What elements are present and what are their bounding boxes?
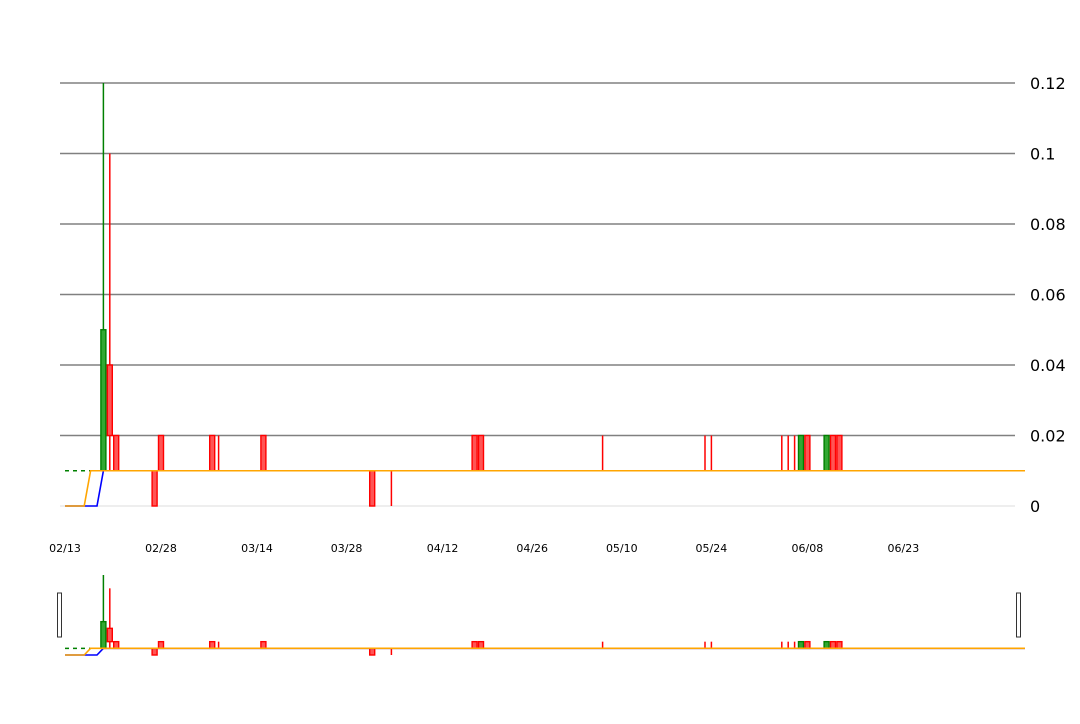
candle-body bbox=[157, 434, 165, 472]
navigator-candle-body bbox=[823, 640, 830, 650]
x-tick-label: 04/26 bbox=[516, 542, 548, 555]
candle[interactable] bbox=[151, 470, 158, 507]
x-axis-labels: 02/13 02/28 03/14 03/28 04/12 04/26 05/10 05/24… bbox=[49, 542, 919, 555]
candle[interactable] bbox=[260, 434, 267, 472]
main-plot bbox=[65, 83, 1025, 507]
y-tick-label: 0.1 bbox=[1030, 145, 1055, 164]
x-tick-label: 06/23 bbox=[888, 542, 920, 555]
candle-body bbox=[471, 434, 478, 472]
candle-body bbox=[823, 434, 830, 472]
navigator-candle-body bbox=[804, 640, 811, 650]
navigator-right-handle[interactable] bbox=[1016, 592, 1021, 638]
navigator-candle[interactable] bbox=[208, 640, 216, 650]
navigator-candle[interactable] bbox=[157, 640, 165, 650]
candle[interactable] bbox=[157, 434, 165, 472]
y-tick-label: 0.02 bbox=[1030, 427, 1066, 446]
navigator-candle[interactable] bbox=[804, 640, 811, 650]
candle-body bbox=[112, 434, 120, 472]
candle-body bbox=[477, 434, 485, 472]
candle-body bbox=[829, 434, 837, 472]
x-tick-label: 03/28 bbox=[331, 542, 363, 555]
candle-body bbox=[260, 434, 267, 472]
candle-body bbox=[804, 434, 811, 472]
x-tick-label: 02/13 bbox=[49, 542, 81, 555]
navigator-candle-body bbox=[829, 640, 837, 650]
navigator-ma-long-line bbox=[65, 647, 1025, 656]
navigator-candle-body bbox=[369, 647, 376, 656]
candle-body bbox=[369, 470, 376, 507]
x-tick-label: 02/28 bbox=[145, 542, 177, 555]
x-tick-label: 05/24 bbox=[696, 542, 728, 555]
navigator-candle[interactable] bbox=[836, 640, 843, 650]
candle[interactable] bbox=[112, 434, 120, 472]
navigator-candle[interactable] bbox=[100, 575, 107, 650]
y-tick-label: 0 bbox=[1030, 497, 1040, 516]
ma-long-line bbox=[65, 469, 1025, 507]
y-axis-labels: 0 0.02 0.04 0.06 0.08 0.1 0.12 bbox=[1030, 74, 1066, 516]
candle[interactable] bbox=[208, 434, 216, 472]
navigator-candle[interactable] bbox=[823, 640, 830, 650]
y-tick-label: 0.12 bbox=[1030, 74, 1066, 93]
candle[interactable] bbox=[106, 153, 114, 471]
navigator-candle[interactable] bbox=[369, 647, 376, 656]
navigator-candle-body bbox=[797, 640, 805, 650]
candle-body bbox=[106, 364, 114, 437]
candle[interactable] bbox=[836, 434, 843, 472]
candle[interactable] bbox=[471, 434, 478, 472]
grid-layer bbox=[60, 82, 1015, 507]
navigator-candle-body bbox=[836, 640, 843, 650]
navigator-candle-body bbox=[477, 640, 485, 650]
navigator-left-handle[interactable] bbox=[57, 592, 62, 638]
navigator-candle[interactable] bbox=[106, 588, 114, 649]
y-tick-label: 0.08 bbox=[1030, 215, 1066, 234]
candle[interactable] bbox=[100, 83, 107, 472]
candle-body bbox=[797, 434, 805, 472]
navigator[interactable] bbox=[57, 575, 1026, 656]
x-tick-label: 06/08 bbox=[792, 542, 824, 555]
navigator-candle[interactable] bbox=[151, 647, 158, 656]
candle[interactable] bbox=[369, 470, 376, 507]
candle-body bbox=[836, 434, 843, 472]
navigator-candle-body bbox=[112, 640, 120, 650]
candle-body bbox=[100, 329, 107, 472]
navigator-candle[interactable] bbox=[797, 640, 805, 650]
navigator-candle-body bbox=[260, 640, 267, 650]
candle[interactable] bbox=[804, 434, 811, 472]
x-tick-label: 04/12 bbox=[427, 542, 459, 555]
navigator-ma-short-line bbox=[65, 647, 1025, 656]
candle[interactable] bbox=[823, 434, 830, 472]
navigator-candle-body bbox=[151, 647, 158, 656]
ma-short-line bbox=[65, 469, 1025, 507]
x-tick-label: 05/10 bbox=[606, 542, 638, 555]
navigator-candle[interactable] bbox=[260, 640, 267, 650]
candle-body bbox=[208, 434, 216, 472]
navigator-candle-body bbox=[208, 640, 216, 650]
navigator-candle-body bbox=[100, 620, 107, 650]
candle-body bbox=[151, 470, 158, 507]
candle[interactable] bbox=[477, 434, 485, 472]
x-tick-label: 03/14 bbox=[241, 542, 273, 555]
navigator-candle[interactable] bbox=[477, 640, 485, 650]
navigator-candle[interactable] bbox=[829, 640, 837, 650]
navigator-candle-body bbox=[471, 640, 478, 650]
navigator-candle[interactable] bbox=[471, 640, 478, 650]
candle[interactable] bbox=[829, 434, 837, 472]
y-tick-label: 0.06 bbox=[1030, 286, 1066, 305]
candle[interactable] bbox=[797, 434, 805, 472]
navigator-candle-body bbox=[157, 640, 165, 650]
y-tick-label: 0.04 bbox=[1030, 356, 1066, 375]
navigator-candle[interactable] bbox=[112, 640, 120, 650]
navigator-candle-body bbox=[106, 627, 114, 643]
